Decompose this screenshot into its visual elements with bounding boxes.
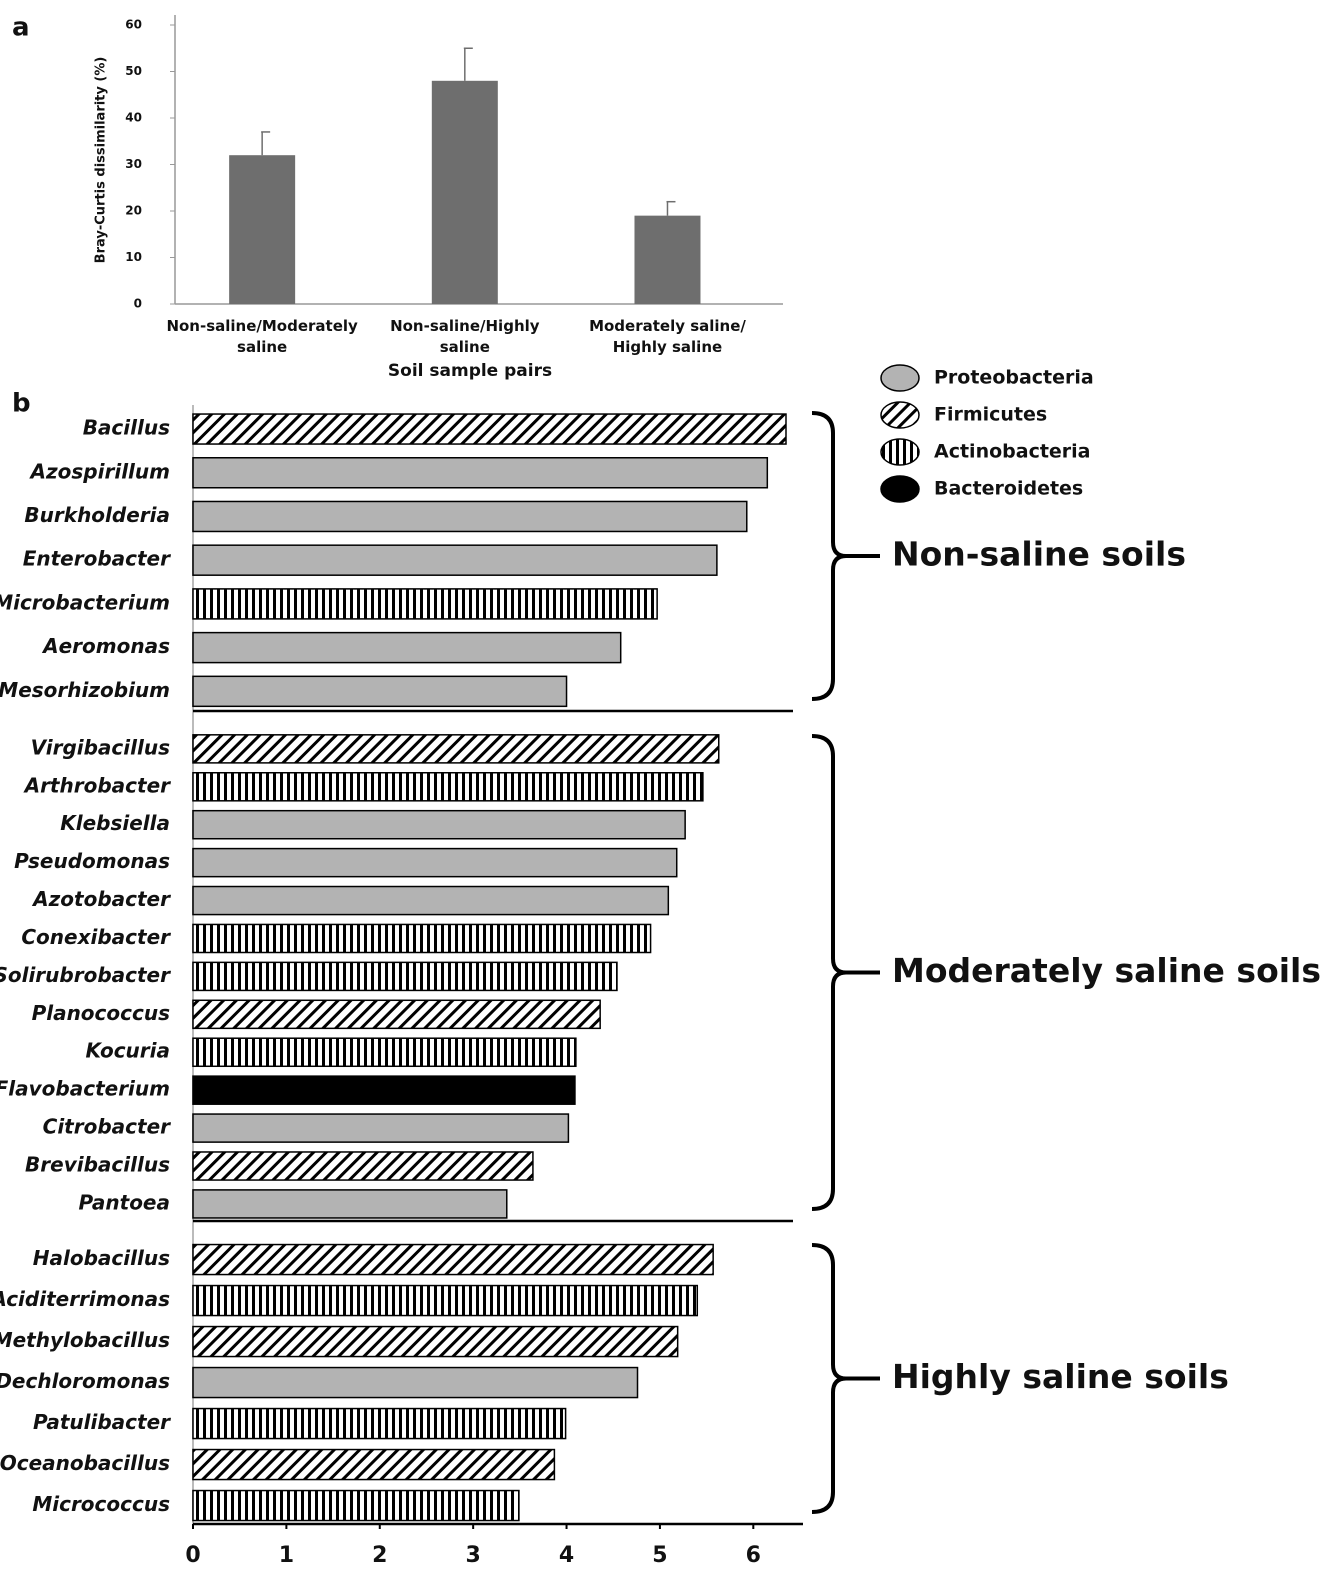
- bar: [192, 771, 704, 802]
- y-tick-label: 60: [125, 18, 142, 32]
- panel-label: b: [12, 389, 31, 419]
- legend-swatch: [880, 364, 920, 392]
- bar: [192, 675, 568, 708]
- category-label: Methylobacillus: [0, 1328, 170, 1352]
- bar: [634, 215, 701, 304]
- y-tick-label: 30: [125, 157, 142, 171]
- category-label: Brevibacillus: [25, 1153, 170, 1177]
- legend-swatch: [880, 475, 920, 503]
- category-label: Azotobacter: [31, 887, 171, 911]
- bar: [431, 80, 498, 304]
- category-label: Azospirillum: [29, 459, 170, 483]
- y-axis-label: Bray-Curtis dissimilarity (%): [94, 57, 109, 264]
- group-label: Non-saline soils: [892, 535, 1186, 574]
- panel-label: a: [12, 13, 30, 43]
- x-tick-label: 4: [559, 1543, 574, 1568]
- bar: [192, 500, 748, 533]
- bar: [192, 1489, 520, 1522]
- bar: [192, 413, 787, 445]
- bar: [192, 1284, 699, 1317]
- y-tick-label: 20: [125, 204, 142, 218]
- x-tick-label: 1: [279, 1543, 294, 1568]
- y-tick-label: 40: [125, 111, 142, 125]
- bar: [192, 1075, 576, 1105]
- category-label: Aeromonas: [41, 634, 170, 658]
- category-label: Halobacillus: [33, 1246, 170, 1270]
- category-label: Arthrobacter: [23, 773, 172, 797]
- legend-label: Actinobacteria: [934, 441, 1091, 463]
- x-tick-label: 5: [652, 1543, 667, 1568]
- category-label: Virgibacillus: [31, 735, 170, 759]
- x-tick-label: Moderately saline/ Highly saline: [589, 317, 746, 356]
- y-tick-label: 50: [125, 64, 142, 78]
- category-label: Citrobacter: [43, 1115, 171, 1139]
- group-brace: [811, 1243, 880, 1514]
- category-label: Microbacterium: [0, 590, 170, 614]
- x-tick-label: 0: [185, 1543, 200, 1568]
- x-tick-label: 6: [746, 1543, 761, 1568]
- bar: [192, 1037, 577, 1068]
- bar: [192, 631, 622, 664]
- bar: [192, 961, 618, 992]
- bar: [192, 1366, 639, 1399]
- bar: [192, 847, 678, 878]
- x-tick-label: Non-saline/Highly saline: [390, 317, 540, 356]
- x-tick-label: Non-saline/Moderately saline: [166, 317, 358, 356]
- group-brace: [811, 734, 880, 1211]
- bar: [229, 155, 296, 304]
- category-label: Pseudomonas: [14, 849, 170, 873]
- group-label: Highly saline soils: [892, 1357, 1229, 1396]
- category-label: Kocuria: [86, 1039, 170, 1063]
- x-axis-label: Soil sample pairs: [388, 361, 552, 381]
- bar: [192, 457, 769, 489]
- category-label: Planococcus: [32, 1001, 171, 1025]
- category-label: Flavobacterium: [0, 1077, 170, 1101]
- bar: [192, 1151, 534, 1181]
- category-label: Micrococcus: [32, 1492, 170, 1516]
- category-label: Solirubrobacter: [0, 963, 171, 987]
- category-label: Burkholderia: [24, 503, 170, 527]
- bar: [192, 1448, 556, 1481]
- legend-label: Proteobacteria: [934, 367, 1094, 389]
- bar: [192, 809, 686, 840]
- bar: [192, 588, 658, 620]
- group-label: Moderately saline soils: [892, 951, 1321, 990]
- bar: [192, 885, 670, 916]
- category-label: Klebsiella: [60, 811, 170, 835]
- bar: [192, 1325, 679, 1358]
- x-tick-label: 3: [465, 1543, 480, 1568]
- legend-label: Firmicutes: [934, 404, 1047, 426]
- category-label: Mesorhizobium: [0, 678, 170, 702]
- category-label: Pantoea: [79, 1190, 170, 1214]
- y-tick-label: 0: [134, 297, 142, 311]
- category-label: Patulibacter: [33, 1410, 171, 1434]
- bar: [192, 999, 601, 1030]
- bar: [192, 923, 652, 954]
- bar: [192, 1407, 567, 1440]
- category-label: Bacillus: [83, 416, 170, 440]
- legend-swatch: [880, 438, 920, 466]
- category-label: Enterobacter: [23, 547, 171, 571]
- category-label: Aciditerrimonas: [0, 1287, 170, 1311]
- bar: [192, 1243, 714, 1276]
- legend-label: Bacteroidetes: [934, 478, 1083, 500]
- x-tick-label: 2: [372, 1543, 387, 1568]
- category-label: Dechloromonas: [0, 1369, 170, 1393]
- bar: [192, 544, 718, 576]
- bar: [192, 1113, 570, 1143]
- y-tick-label: 10: [125, 250, 142, 264]
- category-label: Conexibacter: [21, 925, 171, 949]
- bar: [192, 1189, 508, 1219]
- bar: [192, 734, 720, 764]
- category-label: Oceanobacillus: [0, 1451, 170, 1475]
- group-brace: [811, 411, 880, 701]
- legend-swatch: [880, 401, 920, 429]
